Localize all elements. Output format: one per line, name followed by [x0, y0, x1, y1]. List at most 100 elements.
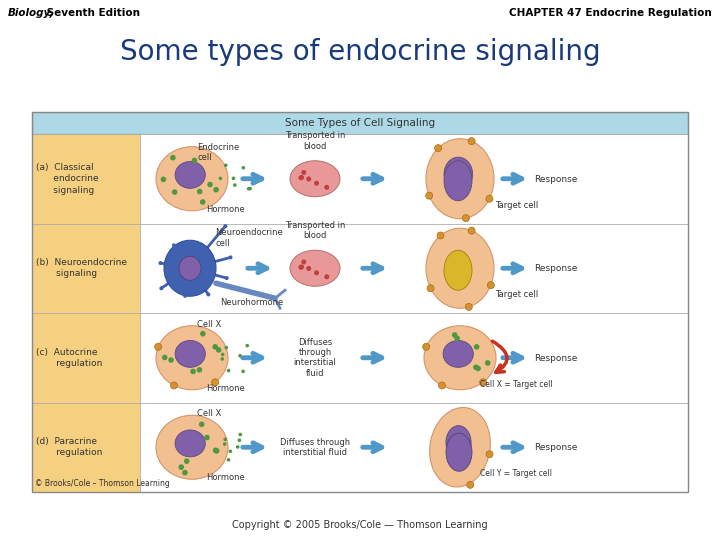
Circle shape [462, 214, 469, 221]
Circle shape [170, 155, 176, 160]
Bar [32, 224, 140, 313]
Bar [140, 224, 688, 313]
Circle shape [204, 435, 210, 440]
Circle shape [192, 158, 197, 163]
Circle shape [241, 369, 245, 373]
Bar [32, 313, 140, 402]
Bar [140, 313, 688, 402]
Circle shape [223, 224, 228, 228]
Circle shape [212, 344, 218, 349]
Bar [32, 134, 140, 224]
Circle shape [426, 192, 433, 199]
Bar [32, 112, 688, 492]
Circle shape [301, 259, 306, 265]
Circle shape [171, 382, 178, 389]
Bar [32, 112, 688, 134]
Circle shape [172, 190, 177, 195]
Ellipse shape [430, 408, 490, 487]
Text: Some types of endocrine signaling: Some types of endocrine signaling [120, 38, 600, 66]
Circle shape [182, 470, 188, 476]
Text: Response: Response [534, 264, 577, 273]
Ellipse shape [444, 250, 472, 291]
Ellipse shape [443, 341, 473, 367]
Text: (c)  Autocrine
       regulation: (c) Autocrine regulation [36, 348, 102, 368]
Circle shape [246, 344, 249, 347]
Text: Diffuses through
interstitial fluid: Diffuses through interstitial fluid [280, 437, 350, 457]
Text: Target cell: Target cell [495, 291, 539, 299]
Circle shape [486, 451, 493, 458]
Circle shape [207, 293, 210, 296]
Text: Response: Response [534, 175, 577, 184]
Circle shape [465, 303, 472, 310]
Circle shape [238, 354, 242, 357]
Ellipse shape [175, 341, 205, 367]
Ellipse shape [444, 161, 472, 201]
Text: Copyright © 2005 Brooks/Cole — Thomson Learning: Copyright © 2005 Brooks/Cole — Thomson L… [232, 520, 488, 530]
Circle shape [238, 433, 242, 436]
Ellipse shape [164, 240, 216, 296]
Circle shape [324, 274, 329, 279]
Circle shape [299, 175, 304, 180]
Circle shape [452, 332, 457, 338]
Circle shape [200, 199, 205, 205]
Circle shape [474, 344, 480, 350]
Circle shape [487, 282, 495, 289]
Circle shape [301, 170, 306, 175]
Circle shape [298, 176, 303, 180]
Circle shape [197, 367, 202, 373]
Text: Biology,: Biology, [8, 8, 55, 18]
Ellipse shape [156, 415, 228, 480]
Ellipse shape [446, 426, 471, 459]
Circle shape [197, 188, 202, 194]
Text: Seventh Edition: Seventh Edition [43, 8, 140, 18]
Text: Cell Y = Target cell: Cell Y = Target cell [480, 469, 552, 478]
Ellipse shape [179, 256, 201, 280]
Circle shape [435, 145, 441, 152]
Circle shape [214, 448, 220, 454]
Circle shape [213, 187, 219, 193]
Circle shape [220, 357, 224, 361]
Text: CHAPTER 47 Endocrine Regulation: CHAPTER 47 Endocrine Regulation [509, 8, 712, 18]
Text: Neuroendocrine
cell: Neuroendocrine cell [215, 228, 283, 248]
Bar [140, 402, 688, 492]
Text: (a)  Classical
      endocrine
      signaling: (a) Classical endocrine signaling [36, 163, 99, 195]
Text: Cell X = Target cell: Cell X = Target cell [480, 380, 553, 389]
Circle shape [438, 382, 446, 389]
Circle shape [480, 379, 487, 386]
Text: Endocrine
cell: Endocrine cell [197, 143, 239, 162]
Text: Cell X: Cell X [197, 320, 221, 329]
Ellipse shape [156, 326, 228, 390]
Text: (d)  Paracrine
       regulation: (d) Paracrine regulation [36, 437, 102, 457]
Circle shape [227, 458, 230, 462]
Circle shape [241, 166, 245, 170]
Circle shape [468, 227, 475, 234]
Ellipse shape [426, 139, 494, 219]
Circle shape [213, 448, 218, 453]
Circle shape [232, 177, 235, 180]
Circle shape [486, 195, 493, 202]
Bar [32, 402, 140, 492]
Text: Diffuses
through
interstitial
fluid: Diffuses through interstitial fluid [294, 338, 336, 378]
Text: Some Types of Cell Signaling: Some Types of Cell Signaling [285, 118, 435, 128]
Circle shape [212, 379, 219, 386]
Circle shape [221, 353, 225, 356]
Circle shape [158, 261, 163, 265]
Text: © Brooks/Cole – Thomson Learning: © Brooks/Cole – Thomson Learning [35, 479, 170, 488]
FancyArrowPatch shape [492, 341, 507, 373]
Circle shape [225, 276, 229, 280]
Circle shape [238, 438, 241, 442]
Circle shape [224, 164, 228, 167]
Circle shape [299, 265, 304, 269]
Circle shape [306, 177, 311, 181]
Circle shape [306, 266, 311, 271]
Circle shape [236, 445, 240, 449]
Circle shape [207, 182, 213, 187]
Circle shape [190, 369, 196, 374]
Circle shape [437, 232, 444, 239]
Bar [140, 134, 688, 224]
Ellipse shape [426, 228, 494, 308]
Text: Hormone: Hormone [206, 473, 245, 482]
Ellipse shape [175, 161, 205, 188]
Circle shape [227, 369, 230, 373]
Ellipse shape [175, 430, 205, 457]
